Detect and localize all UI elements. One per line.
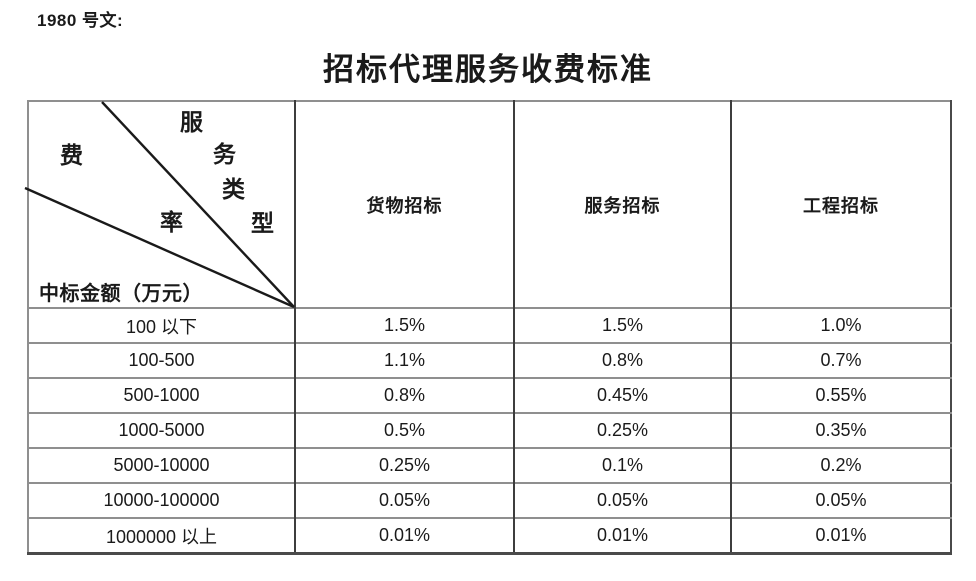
rate-value-cell: 0.2% bbox=[730, 447, 951, 483]
corner-label-rate-char: 费 bbox=[60, 142, 83, 169]
amount-range-cell: 1000000 以上 bbox=[28, 517, 295, 554]
table-row: 5000-10000 0.25% 0.1% 0.2% bbox=[28, 447, 951, 483]
corner-label-service-char: 务 bbox=[213, 141, 236, 168]
header-row: 服 务 类 型 费 率 中标金额（万元） 货物招标 服务招标 工程招标 bbox=[24, 101, 951, 309]
table-row: 100-500 1.1% 0.8% 0.7% bbox=[28, 342, 951, 378]
column-header-goods: 货物招标 bbox=[294, 101, 514, 308]
amount-range-cell: 500-1000 bbox=[28, 377, 295, 413]
doc-reference-number: 1980 号文: bbox=[37, 11, 124, 30]
page-title: 招标代理服务收费标准 bbox=[323, 52, 653, 88]
amount-range-cell: 1000-5000 bbox=[28, 412, 295, 448]
fee-standard-table: 服 务 类 型 费 率 中标金额（万元） 货物招标 服务招标 工程招标 100 … bbox=[24, 100, 952, 555]
rate-value-cell: 0.01% bbox=[730, 517, 951, 554]
column-header-works: 工程招标 bbox=[730, 101, 951, 308]
rate-value-cell: 1.5% bbox=[294, 307, 514, 343]
amount-range-cell: 5000-10000 bbox=[28, 447, 295, 483]
diagonal-corner-cell: 服 务 类 型 费 率 中标金额（万元） bbox=[24, 101, 295, 309]
rate-value-cell: 1.5% bbox=[513, 307, 731, 343]
amount-range-cell: 10000-100000 bbox=[28, 482, 295, 518]
rate-value-cell: 1.0% bbox=[730, 307, 951, 343]
diagonal-lines bbox=[24, 101, 295, 309]
table-row: 500-1000 0.8% 0.45% 0.55% bbox=[28, 377, 951, 413]
amount-range-cell: 100-500 bbox=[28, 342, 295, 378]
rate-value-cell: 0.05% bbox=[513, 482, 731, 518]
rate-value-cell: 0.01% bbox=[513, 517, 731, 554]
rate-value-cell: 0.35% bbox=[730, 412, 951, 448]
rate-value-cell: 0.01% bbox=[294, 517, 514, 554]
rate-value-cell: 1.1% bbox=[294, 342, 514, 378]
rate-value-cell: 0.25% bbox=[513, 412, 731, 448]
corner-label-rate-char: 率 bbox=[160, 209, 183, 236]
rate-value-cell: 0.05% bbox=[730, 482, 951, 518]
corner-label-service-char: 类 bbox=[222, 176, 245, 203]
fee-table-body: 100 以下 1.5% 1.5% 1.0% 100-500 1.1% 0.8% 0.7% 500… bbox=[28, 307, 951, 554]
diagonal-line-upper bbox=[101, 101, 295, 308]
rate-value-cell: 0.55% bbox=[730, 377, 951, 413]
rate-value-cell: 0.05% bbox=[294, 482, 514, 518]
corner-label-service-char: 型 bbox=[251, 210, 274, 237]
rate-value-cell: 0.45% bbox=[513, 377, 731, 413]
table-row: 10000-100000 0.05% 0.05% 0.05% bbox=[28, 482, 951, 518]
rate-value-cell: 0.8% bbox=[513, 342, 731, 378]
table-row: 100 以下 1.5% 1.5% 1.0% bbox=[28, 307, 951, 343]
table-row: 1000-5000 0.5% 0.25% 0.35% bbox=[28, 412, 951, 448]
corner-label-amount: 中标金额（万元） bbox=[39, 281, 203, 305]
table-row: 1000000 以上 0.01% 0.01% 0.01% bbox=[28, 517, 951, 554]
rate-value-cell: 0.8% bbox=[294, 377, 514, 413]
column-header-service: 服务招标 bbox=[513, 101, 731, 308]
rate-value-cell: 0.7% bbox=[730, 342, 951, 378]
rate-value-cell: 0.5% bbox=[294, 412, 514, 448]
corner-label-service-char: 服 bbox=[180, 109, 203, 136]
amount-range-cell: 100 以下 bbox=[28, 307, 295, 343]
rate-value-cell: 0.1% bbox=[513, 447, 731, 483]
rate-value-cell: 0.25% bbox=[294, 447, 514, 483]
diagonal-line-lower bbox=[24, 186, 295, 309]
